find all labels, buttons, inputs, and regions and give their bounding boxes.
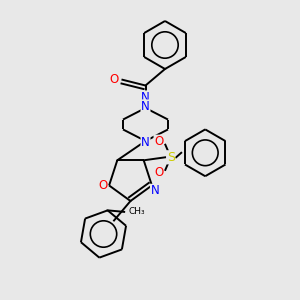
Text: N: N: [151, 184, 159, 197]
Text: N: N: [141, 100, 150, 113]
Text: O: O: [110, 73, 118, 86]
Text: S: S: [167, 151, 175, 164]
Text: O: O: [154, 167, 164, 179]
Text: O: O: [98, 179, 107, 192]
Text: N: N: [141, 91, 150, 104]
Text: O: O: [154, 135, 164, 148]
Text: CH₃: CH₃: [129, 207, 145, 216]
Text: N: N: [141, 136, 150, 149]
